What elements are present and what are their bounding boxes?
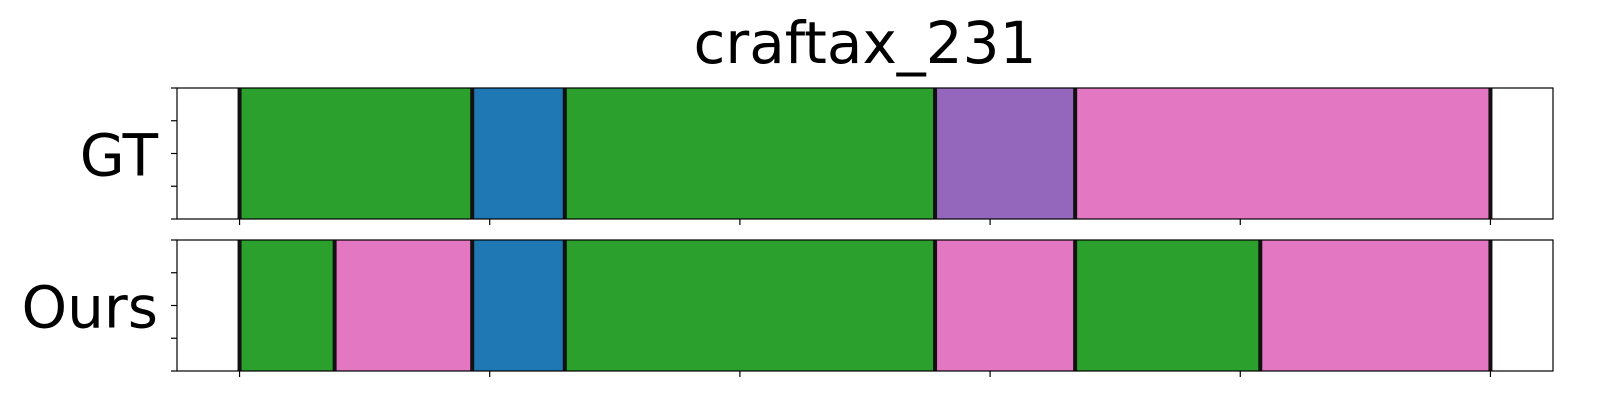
segment-1 (334, 240, 473, 371)
segment-3 (935, 88, 1076, 219)
row-label-gt: GT (80, 122, 159, 190)
segment-4 (1075, 88, 1491, 219)
row-0: GT (80, 87, 1554, 220)
chart-title: craftax_231 (694, 9, 1037, 77)
row-1: Ours (22, 239, 1554, 372)
row-label-ours: Ours (22, 274, 158, 342)
segment-2 (472, 240, 565, 371)
segment-6 (1260, 240, 1491, 371)
segment-0 (239, 240, 335, 371)
segment-5 (1075, 240, 1261, 371)
segment-4 (935, 240, 1076, 371)
rows-layer: GT Ours (22, 87, 1554, 377)
segment-3 (564, 240, 936, 371)
segment-2 (564, 88, 936, 219)
segment-1 (472, 88, 565, 219)
segment-0 (239, 88, 473, 219)
